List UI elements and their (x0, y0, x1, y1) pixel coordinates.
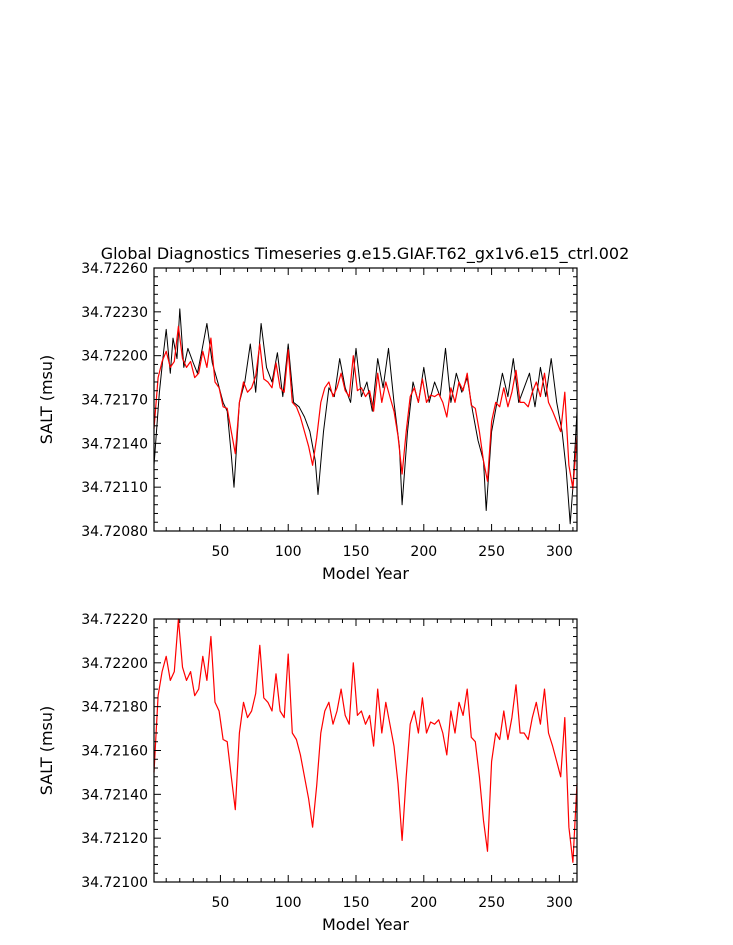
y-axis-label: SALT (msu) (37, 355, 56, 445)
y-tick-label: 34.72200 (81, 656, 148, 672)
y-tick-label: 34.72220 (81, 612, 148, 628)
y-axis-label: SALT (msu) (37, 706, 56, 796)
x-axis-label: Model Year (322, 915, 409, 934)
y-tick-label: 34.72200 (81, 349, 148, 365)
y-tick-label: 34.72100 (81, 875, 148, 891)
series-line-annual-mean (153, 325, 578, 490)
x-tick-label: 300 (546, 544, 573, 560)
y-tick-label: 34.72260 (81, 261, 148, 277)
x-tick-label: 150 (343, 544, 370, 560)
x-tick-label: 150 (343, 895, 370, 911)
panel-top: 50 100 150 200 250 300 34.72080 34.72110 34.7214… (37, 261, 578, 583)
y-tick-label: 34.72160 (81, 744, 148, 760)
x-tick-label: 200 (410, 895, 437, 911)
x-tick-label: 300 (546, 895, 573, 911)
figure-title: Global Diagnostics Timeseries g.e15.GIAF… (101, 244, 630, 264)
y-tick-label: 34.72140 (81, 436, 148, 452)
plot-frame (153, 267, 578, 532)
x-tick-label: 50 (212, 544, 230, 560)
y-tick-label: 34.72140 (81, 787, 148, 803)
y-tick-label: 34.72080 (81, 524, 148, 540)
y-tick-label: 34.72120 (81, 831, 148, 847)
y-tick-label: 34.72180 (81, 700, 148, 716)
y-tick-label: 34.72230 (81, 305, 148, 321)
x-tick-label: 200 (410, 544, 437, 560)
series-line-raw-monthly (153, 308, 578, 525)
plot-frame (153, 618, 578, 883)
panel-bottom: 50 100 150 200 250 300 34.72100 34.72120 34.7214… (37, 612, 578, 934)
x-tick-label: 100 (275, 544, 302, 560)
series-line-annual-mean (153, 618, 578, 863)
x-tick-label: 50 (212, 895, 230, 911)
y-tick-label: 34.72170 (81, 393, 148, 409)
x-axis-label: Model Year (322, 564, 409, 583)
x-tick-label: 100 (275, 895, 302, 911)
x-tick-label: 250 (478, 895, 505, 911)
x-tick-label: 250 (478, 544, 505, 560)
y-tick-label: 34.72110 (81, 480, 148, 496)
